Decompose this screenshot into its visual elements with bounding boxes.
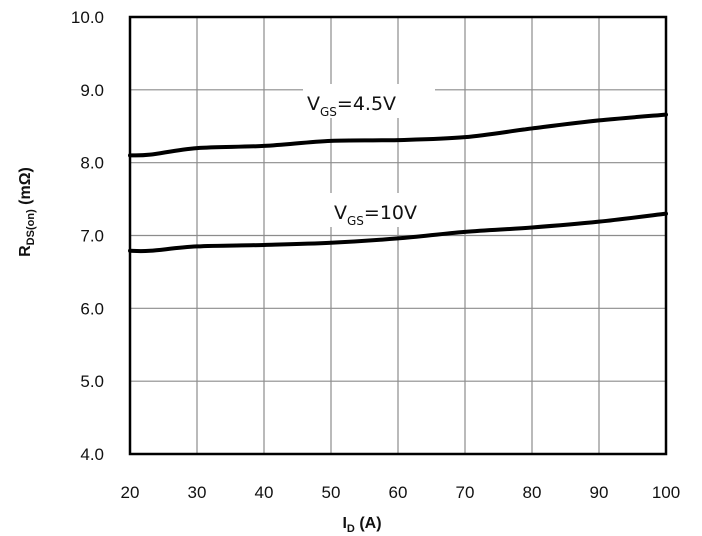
series-label-4p5v-background (303, 84, 435, 118)
x-tick-label-100: 100 (652, 483, 680, 502)
series-lines (128, 112, 668, 254)
y-tick-label-10p0: 10.0 (71, 8, 104, 27)
y-tick-label-7p0: 7.0 (80, 227, 104, 246)
x-axis-title: ID (A) (342, 515, 381, 535)
plot-frame (128, 15, 668, 456)
x-tick-label-30: 30 (188, 483, 207, 502)
x-tick-label-60: 60 (389, 483, 408, 502)
y-tick-label-4p0: 4.0 (80, 445, 104, 464)
x-tick-label-70: 70 (456, 483, 475, 502)
x-tick-label-80: 80 (523, 483, 542, 502)
x-tick-label-40: 40 (255, 483, 274, 502)
y-tick-label-6p0: 6.0 (80, 299, 104, 318)
y-axis-title: RDS(on) (mΩ) (17, 167, 37, 257)
y-tick-labels: 4.0 5.0 6.0 7.0 8.0 9.0 10.0 (71, 8, 104, 464)
series-label-10v-background (330, 193, 442, 227)
x-tick-labels: 20 30 40 50 60 70 80 90 100 (121, 483, 681, 502)
x-tick-label-90: 90 (590, 483, 609, 502)
series-line-vgs-4p5v (128, 112, 668, 158)
series-label-10v: VGS=10V (334, 202, 417, 228)
series-line-vgs-10v (128, 211, 668, 254)
y-tick-label-9p0: 9.0 (80, 81, 104, 100)
y-tick-label-8p0: 8.0 (80, 154, 104, 173)
x-tick-label-50: 50 (322, 483, 341, 502)
y-tick-label-5p0: 5.0 (80, 372, 104, 391)
x-tick-label-20: 20 (121, 483, 140, 502)
series-label-4p5v: VGS=4.5V (307, 93, 396, 119)
